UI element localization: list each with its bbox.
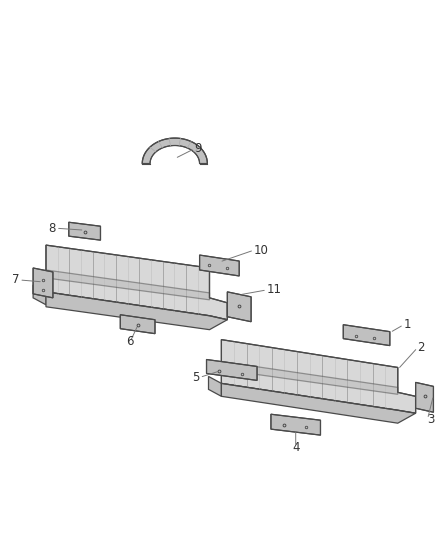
Text: 4: 4 [292, 441, 300, 454]
Polygon shape [33, 268, 53, 298]
Polygon shape [416, 382, 434, 412]
Polygon shape [208, 376, 221, 397]
Polygon shape [221, 383, 416, 423]
Text: 11: 11 [267, 284, 282, 296]
Polygon shape [120, 315, 155, 334]
Text: 7: 7 [12, 273, 19, 286]
Polygon shape [142, 138, 207, 164]
Polygon shape [227, 292, 251, 322]
Polygon shape [33, 285, 46, 305]
Text: 10: 10 [254, 244, 269, 256]
Text: 3: 3 [427, 413, 435, 426]
Polygon shape [200, 255, 239, 276]
Polygon shape [46, 270, 209, 300]
Polygon shape [46, 245, 227, 320]
Polygon shape [207, 360, 257, 381]
Polygon shape [221, 340, 416, 413]
Polygon shape [343, 325, 390, 345]
Text: 5: 5 [192, 371, 200, 384]
Text: 6: 6 [127, 335, 134, 348]
Polygon shape [46, 292, 227, 330]
Polygon shape [271, 414, 321, 435]
Text: 2: 2 [417, 341, 425, 354]
Text: 8: 8 [49, 222, 56, 235]
Text: 1: 1 [404, 318, 411, 331]
Text: 9: 9 [194, 142, 202, 155]
Polygon shape [69, 222, 100, 240]
Polygon shape [221, 361, 398, 394]
